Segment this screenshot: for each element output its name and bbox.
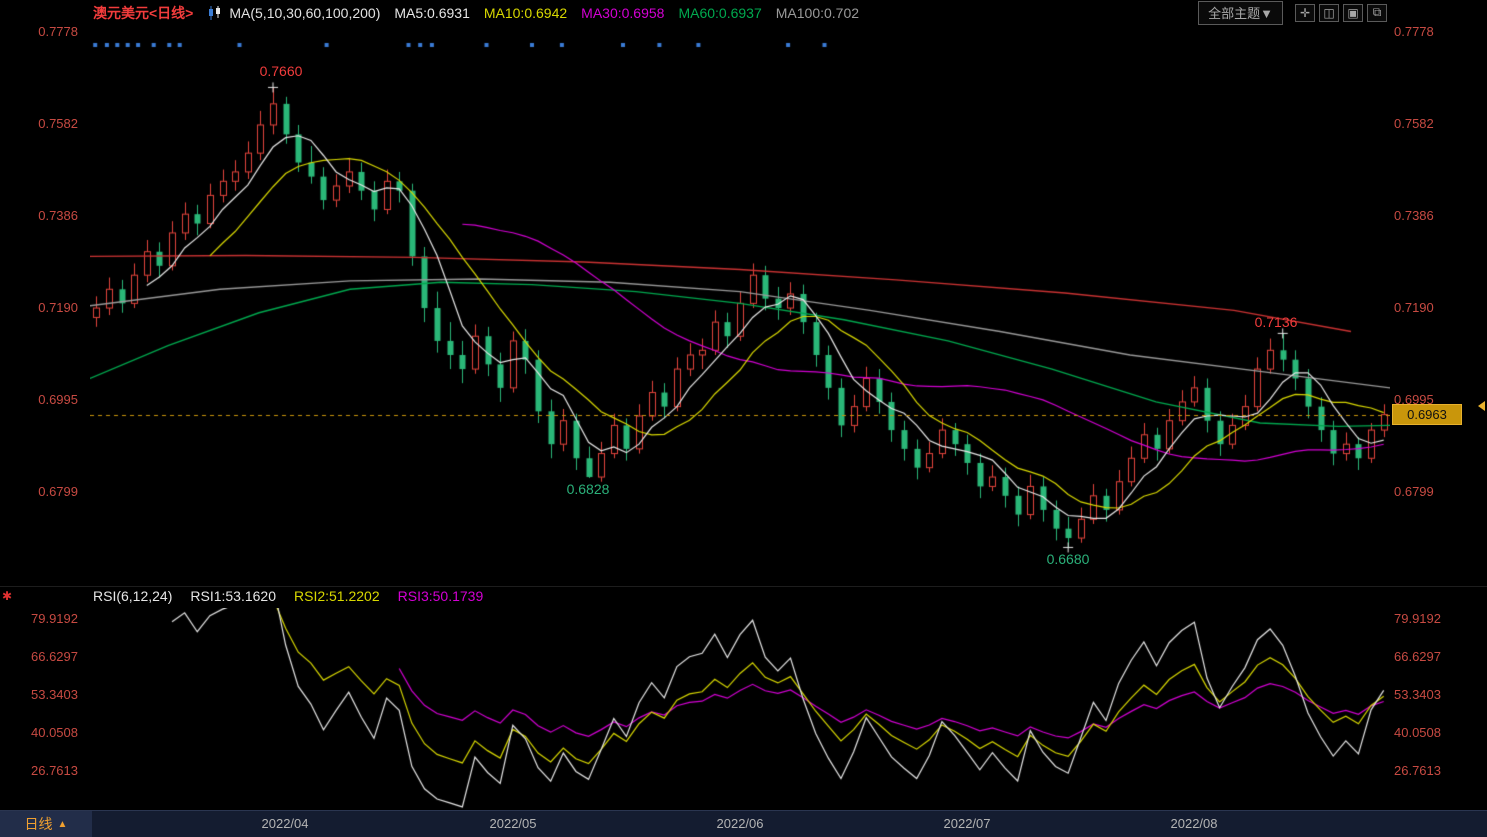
y-axis-label: 0.7190 — [1394, 300, 1434, 315]
low-annotation: 0.6828 — [566, 481, 610, 497]
rsi-axis-label: 26.7613 — [1394, 763, 1441, 778]
chart-header: 澳元美元<日线> MA(5,10,30,60,100,200) MA5:0.69… — [0, 0, 1487, 25]
main-chart-canvas[interactable] — [90, 25, 1390, 585]
rsi3-legend: RSI3:50.1739 — [397, 588, 484, 604]
y-axis-label: 0.7778 — [38, 24, 78, 39]
rsi-axis-label: 40.0508 — [31, 725, 78, 740]
header-controls: 全部主题▼ ✛ ◫ ▣ ⧉ — [1198, 0, 1387, 25]
rsi-params-label: RSI(6,12,24) — [93, 588, 173, 604]
x-axis-label: 2022/06 — [716, 816, 764, 831]
y-axis-label: 0.6799 — [38, 484, 78, 499]
y-axis-label: 0.7582 — [38, 116, 78, 131]
x-axis-label: 2022/04 — [261, 816, 309, 831]
theme-selector-button[interactable]: 全部主题▼ — [1198, 0, 1283, 25]
y-axis-label: 0.7190 — [38, 300, 78, 315]
pan-icon[interactable]: ✛ — [1295, 3, 1315, 22]
ma30-legend: MA30:0.6958 — [581, 4, 665, 21]
kline-logo-icon — [207, 5, 223, 20]
x-axis-label: 2022/08 — [1170, 816, 1218, 831]
high-annotation: 0.7136 — [1254, 314, 1298, 330]
ma100-legend: MA100:0.702 — [775, 4, 860, 21]
panel-divider — [0, 586, 1487, 587]
y-axis-label: 0.7386 — [1394, 208, 1434, 223]
rows-layout-icon[interactable]: ▣ — [1343, 3, 1363, 22]
low-annotation: 0.6680 — [1046, 551, 1090, 567]
rsi2-legend: RSI2:51.2202 — [294, 588, 380, 604]
y-axis-label: 0.6995 — [1394, 392, 1434, 407]
price-arrow-icon — [1478, 401, 1485, 411]
bottom-bar: 日线 ▲ 2022/04 2022/05 2022/06 2022/07 202… — [0, 810, 1487, 837]
x-axis-label: 2022/05 — [489, 816, 537, 831]
x-axis-label: 2022/07 — [943, 816, 991, 831]
y-axis-label: 0.7582 — [1394, 116, 1434, 131]
ma10-legend: MA10:0.6942 — [483, 4, 568, 21]
rsi-axis-label: 26.7613 — [31, 763, 78, 778]
y-axis-label: 0.6799 — [1394, 484, 1434, 499]
high-annotation: 0.7660 — [259, 63, 303, 79]
new-window-icon[interactable]: ⧉ — [1367, 3, 1387, 22]
rsi-axis-label: 66.6297 — [31, 649, 78, 664]
y-axis-label: 0.6995 — [38, 392, 78, 407]
rsi-legend: RSI(6,12,24) RSI1:53.1620 RSI2:51.2202 R… — [93, 588, 501, 604]
grid-layout-icon[interactable]: ◫ — [1319, 3, 1339, 22]
y-axis-label: 0.7778 — [1394, 24, 1434, 39]
period-selector[interactable]: 日线 ▲ — [0, 811, 92, 837]
rsi-axis-label: 66.6297 — [1394, 649, 1441, 664]
rsi-chart-canvas[interactable] — [90, 608, 1390, 810]
panel-marker-icon: ✱ — [2, 589, 13, 603]
rsi1-legend: RSI1:53.1620 — [190, 588, 276, 604]
y-axis-label: 0.7386 — [38, 208, 78, 223]
rsi-axis-label: 40.0508 — [1394, 725, 1441, 740]
rsi-axis-label: 79.9192 — [1394, 611, 1441, 626]
ma-group-label: MA(5,10,30,60,100,200) — [229, 4, 381, 21]
chevron-up-icon: ▲ — [57, 818, 68, 830]
ma60-legend: MA60:0.6937 — [678, 4, 762, 21]
ma5-legend: MA5:0.6931 — [394, 4, 470, 21]
last-price-tag: 0.6963 — [1392, 404, 1462, 425]
rsi-axis-label: 79.9192 — [31, 611, 78, 626]
period-label: 日线 — [24, 816, 53, 832]
rsi-axis-label: 53.3403 — [31, 687, 78, 702]
rsi-axis-label: 53.3403 — [1394, 687, 1441, 702]
instrument-title: 澳元美元<日线> — [93, 4, 194, 21]
